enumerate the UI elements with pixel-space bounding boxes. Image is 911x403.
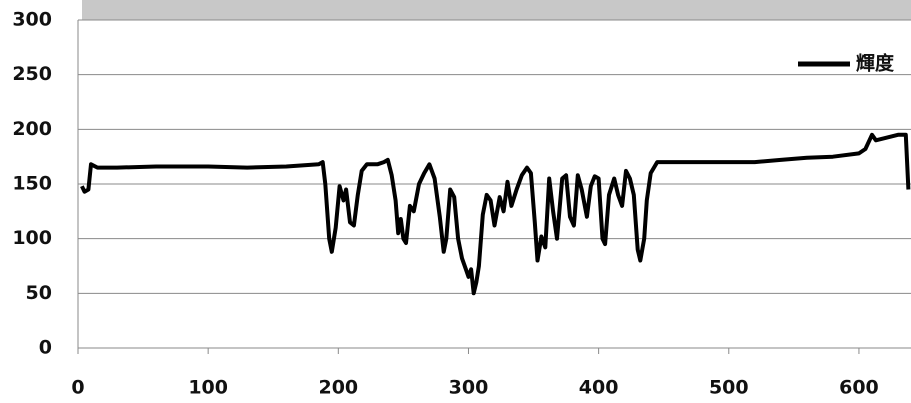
legend-label: 輝度 — [856, 52, 895, 75]
y-tick-label: 100 — [12, 227, 52, 249]
x-tick-label: 200 — [318, 377, 358, 399]
y-tick-label: 250 — [12, 63, 52, 85]
y-tick-label: 0 — [39, 337, 52, 359]
x-tick-label: 500 — [709, 377, 749, 399]
x-tick-label: 0 — [71, 377, 84, 399]
x-tick-label: 100 — [188, 377, 228, 399]
image-strip — [82, 0, 911, 20]
x-tick-label: 300 — [449, 377, 489, 399]
y-tick-label: 200 — [12, 118, 52, 140]
y-tick-label: 300 — [12, 9, 52, 31]
data-line — [80, 132, 911, 296]
x-tick-label: 600 — [839, 377, 879, 399]
y-tick-label: 150 — [12, 173, 52, 195]
x-tick-label: 400 — [579, 377, 619, 399]
y-tick-label: 50 — [26, 282, 52, 304]
